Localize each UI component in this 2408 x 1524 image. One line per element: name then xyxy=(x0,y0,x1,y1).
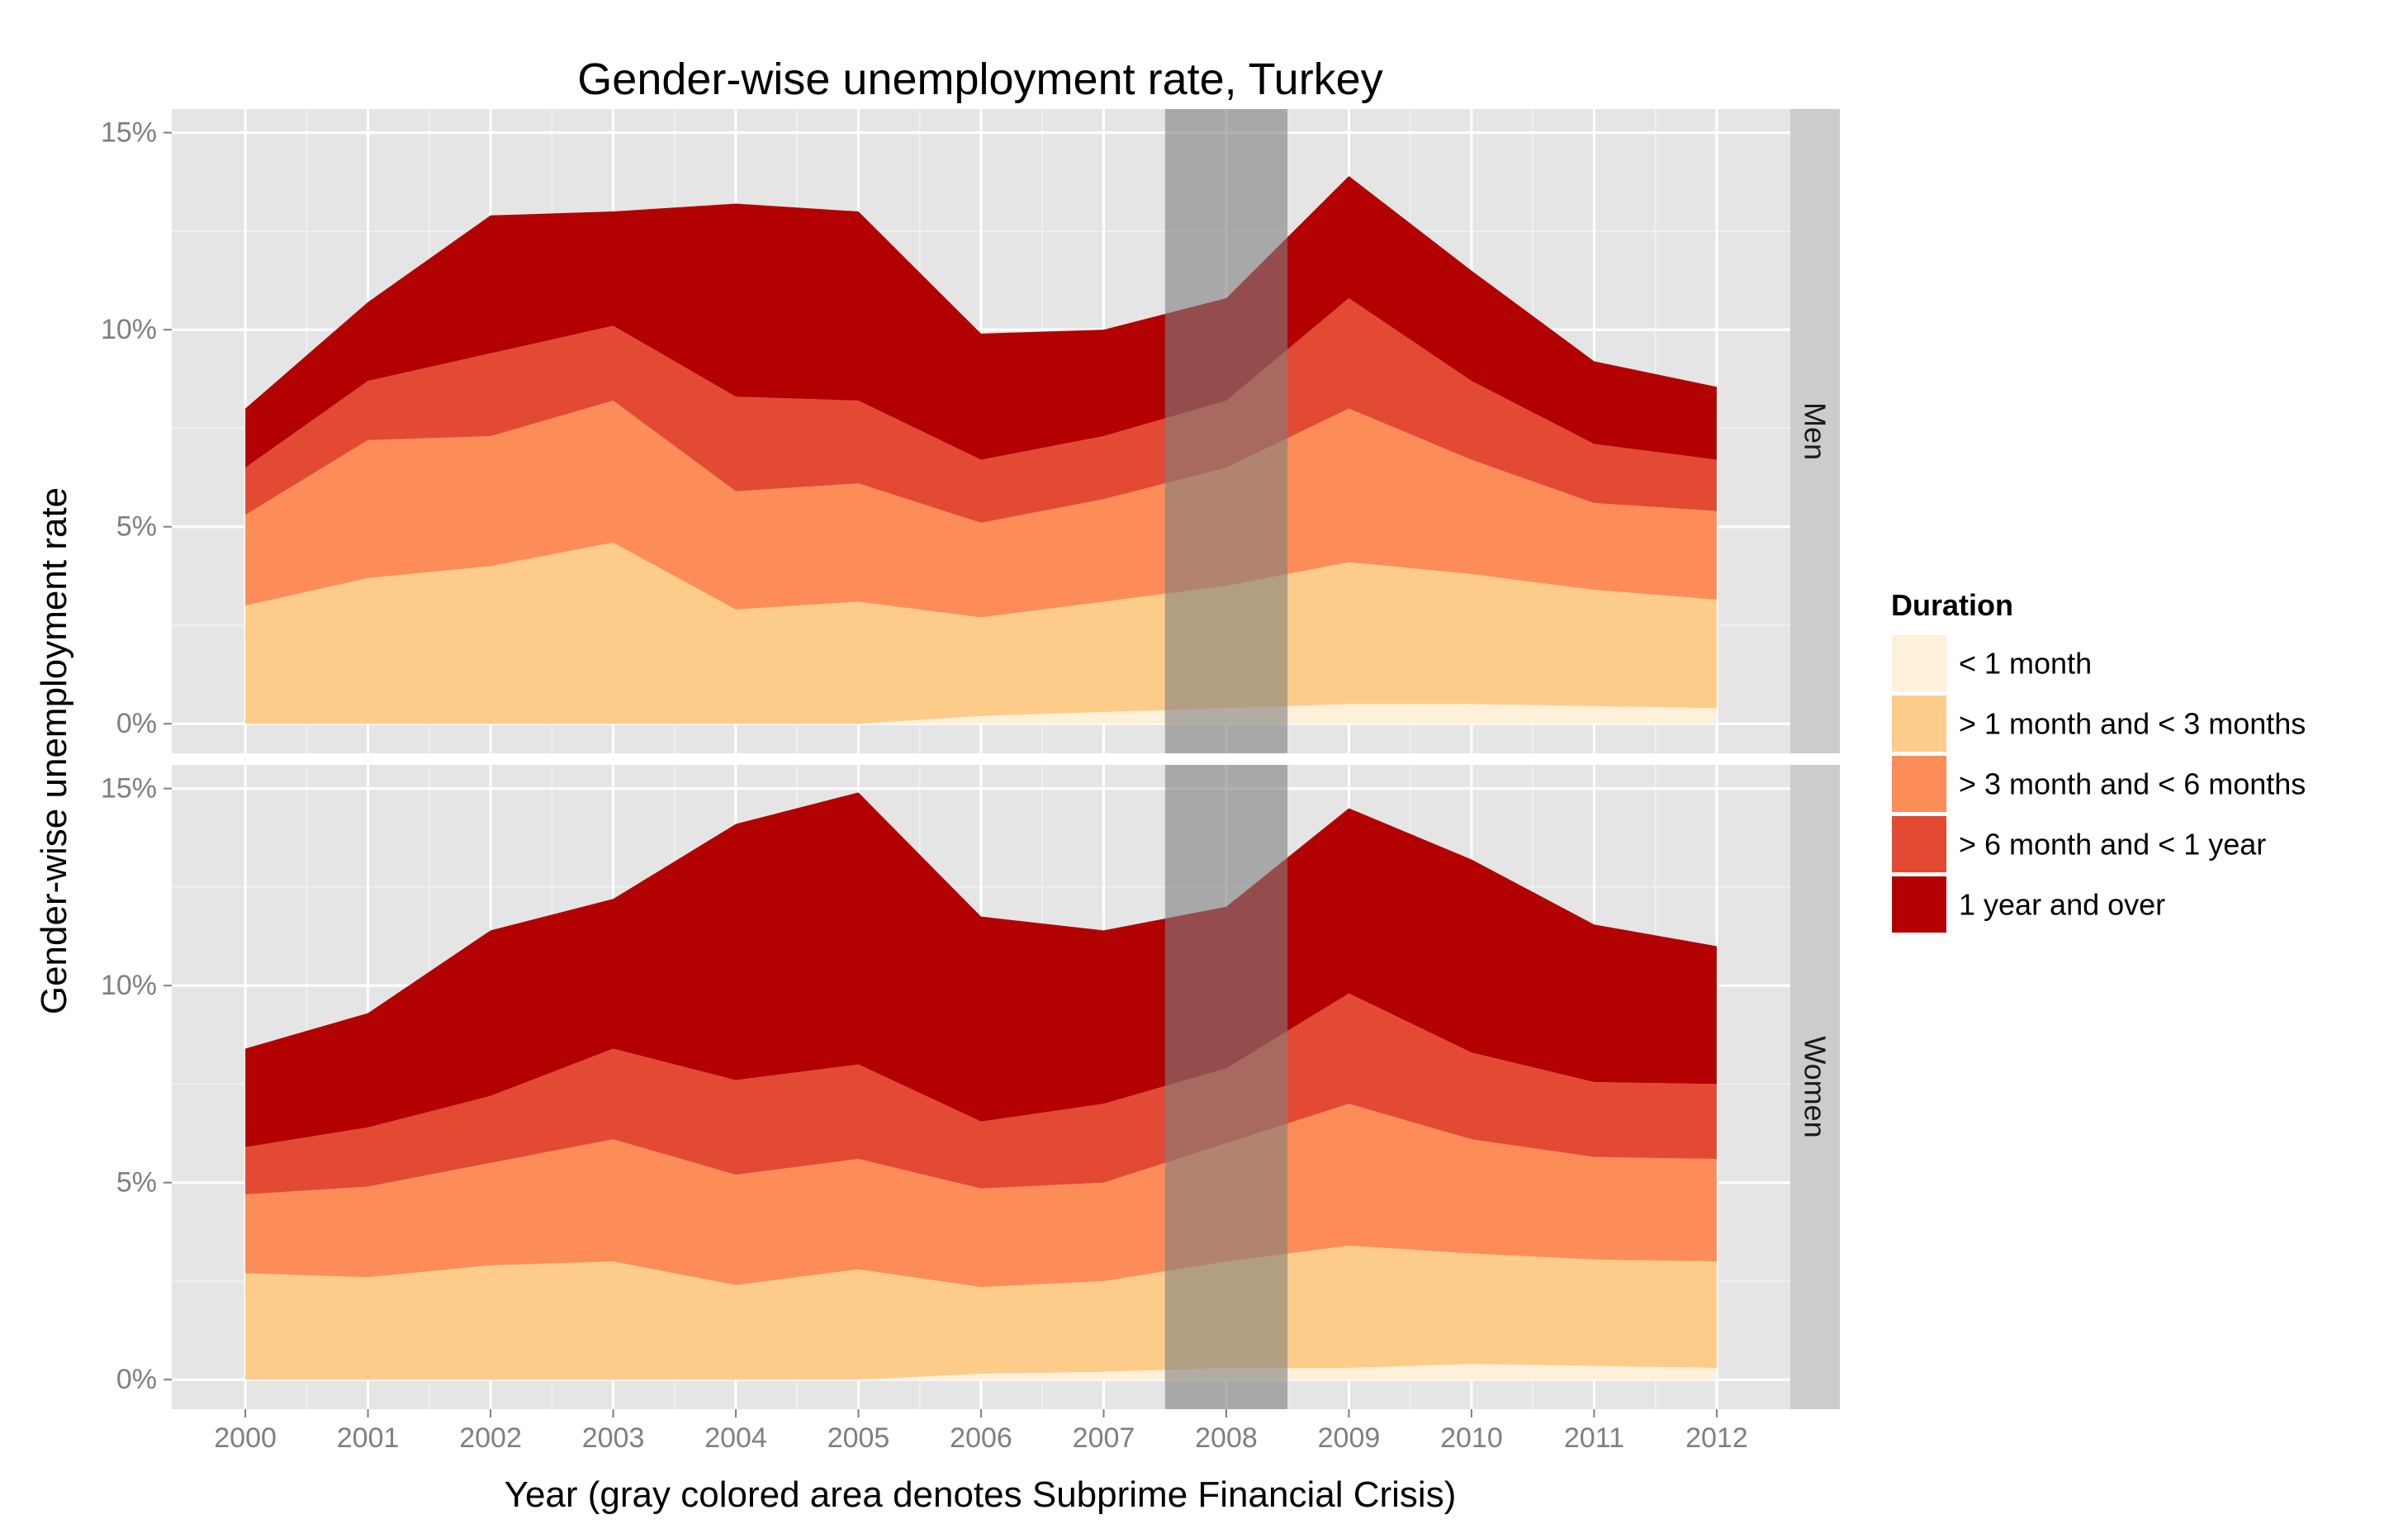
area-women-1-month-and-3-months xyxy=(245,1246,1717,1380)
x-tick-label: 2003 xyxy=(582,1422,645,1454)
area-men-1-month xyxy=(245,704,1717,724)
panel-men: Men 0% 5% 10% 15% xyxy=(101,109,1840,753)
x-tick-label: 2000 xyxy=(214,1422,277,1454)
area-men-1-month-and-3-months xyxy=(245,542,1717,724)
x-tick-label: 2007 xyxy=(1073,1422,1135,1454)
y-tick-label: 10% xyxy=(101,970,157,1001)
area-men-6-month-and-1-year xyxy=(245,297,1717,523)
stacked-areas xyxy=(245,176,1717,724)
x-tick-label: 2009 xyxy=(1318,1422,1381,1454)
y-axis-label: Gender-wise unemployment rate xyxy=(34,487,74,1014)
area-men-1-year-and-over xyxy=(245,176,1717,468)
facet-label-men: Men xyxy=(1799,402,1832,460)
legend-item: > 3 month and < 6 months xyxy=(1890,754,2306,814)
legend-swatch xyxy=(1890,634,1948,693)
stacked-areas xyxy=(245,792,1717,1380)
x-tick-label: 2006 xyxy=(950,1422,1012,1454)
legend-item: 1 year and over xyxy=(1890,875,2165,934)
x-tick-label: 2008 xyxy=(1195,1422,1258,1454)
legend-label: > 3 month and < 6 months xyxy=(1959,767,2306,801)
x-tick-label: 2012 xyxy=(1685,1422,1748,1454)
legend-label: < 1 month xyxy=(1959,647,2092,681)
x-axis: 2000 2001 2002 2003 2004 2005 2006 2007 2008 2009… xyxy=(214,1409,1748,1454)
area-women-6-month-and-1-year xyxy=(245,993,1717,1194)
y-tick-label: 0% xyxy=(116,1364,157,1395)
legend-label: > 6 month and < 1 year xyxy=(1959,828,2266,862)
panels-layer: Men 0% 5% 10% 15% Women 0% 5% 10% 15% xyxy=(101,109,1840,1409)
facet-strip-women xyxy=(1790,765,1840,1409)
y-axis-men: 0% 5% 10% 15% xyxy=(101,117,172,739)
legend-item: > 6 month and < 1 year xyxy=(1890,814,2266,874)
legend-swatch xyxy=(1890,814,1948,874)
y-tick-label: 15% xyxy=(101,773,157,805)
y-tick-label: 10% xyxy=(101,314,157,345)
legend-swatch xyxy=(1890,875,1948,934)
legend-swatch xyxy=(1890,694,1948,753)
legend-swatch xyxy=(1890,754,1948,814)
area-men-3-month-and-6-months xyxy=(245,401,1717,618)
area-women-3-month-and-6-months xyxy=(245,1104,1717,1288)
facet-label-women: Women xyxy=(1799,1036,1832,1137)
x-tick-label: 2001 xyxy=(337,1422,400,1454)
x-tick-label: 2010 xyxy=(1440,1422,1503,1454)
x-tick-label: 2004 xyxy=(704,1422,767,1454)
x-tick-label: 2005 xyxy=(827,1422,890,1454)
y-tick-label: 15% xyxy=(101,117,157,149)
crisis-band xyxy=(1164,109,1288,753)
y-tick-label: 5% xyxy=(116,1167,157,1199)
legend-label: 1 year and over xyxy=(1959,888,2165,922)
facet-strip-men xyxy=(1790,109,1840,753)
y-tick-label: 5% xyxy=(116,511,157,543)
legend: Duration < 1 month > 1 month and < 3 month… xyxy=(1890,588,2306,934)
area-women-1-month xyxy=(245,1364,1717,1380)
crisis-band xyxy=(1164,765,1288,1409)
panel-women: Women 0% 5% 10% 15% xyxy=(101,765,1840,1409)
legend-title: Duration xyxy=(1891,588,2013,622)
legend-item: > 1 month and < 3 months xyxy=(1890,694,2306,753)
legend-item: < 1 month xyxy=(1890,634,2092,693)
x-tick-label: 2011 xyxy=(1564,1422,1624,1454)
x-axis-label: Year (gray colored area denotes Subprime… xyxy=(505,1474,1457,1515)
y-axis-women: 0% 5% 10% 15% xyxy=(101,773,172,1395)
y-tick-label: 0% xyxy=(116,708,157,739)
x-tick-label: 2002 xyxy=(459,1422,522,1454)
legend-label: > 1 month and < 3 months xyxy=(1959,707,2306,741)
chart-title: Gender-wise unemployment rate, Turkey xyxy=(577,55,1382,104)
area-women-1-year-and-over xyxy=(245,792,1717,1147)
